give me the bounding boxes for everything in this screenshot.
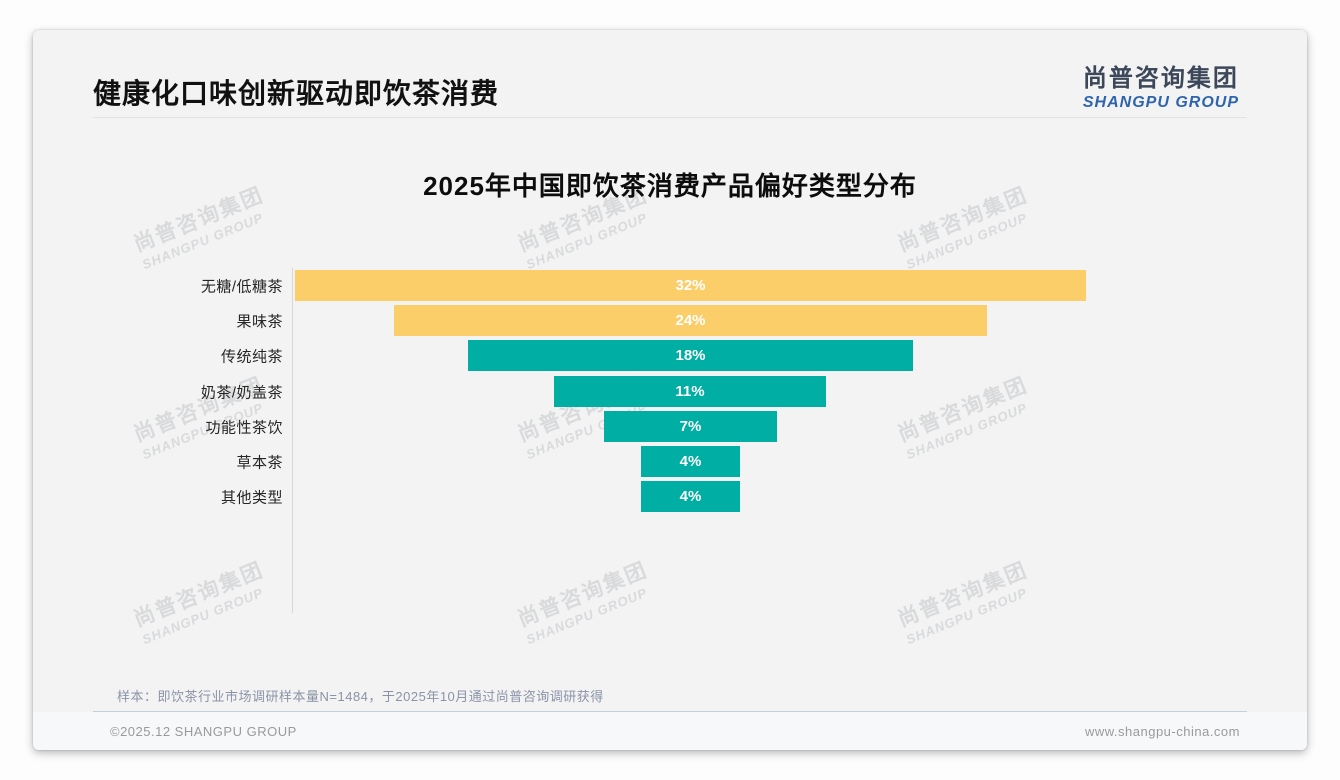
funnel-chart: 无糖/低糖茶 32% 果味茶 24% 传统纯茶 18% 奶茶/奶盖茶 11% 功能性茶饮 7% 草本…: [33, 30, 1307, 750]
funnel-bar[interactable]: 7%: [604, 411, 777, 442]
category-label: 无糖/低糖茶: [200, 278, 283, 295]
funnel-bar[interactable]: 32%: [295, 270, 1086, 301]
funnel-bar[interactable]: 4%: [641, 446, 740, 477]
slide-card: 尚普咨询集团 SHANGPU GROUP 尚普咨询集团 SHANGPU GROUP 尚普…: [33, 30, 1307, 750]
footer-strip: [33, 712, 1307, 750]
footer-divider: [93, 711, 1247, 712]
funnel-row: 无糖/低糖茶 32%: [33, 270, 1307, 301]
funnel-bar[interactable]: 11%: [554, 376, 826, 407]
y-axis-line: [292, 268, 293, 613]
brand-logo-en: SHANGPU GROUP: [1082, 94, 1239, 111]
funnel-row: 草本茶 4%: [33, 446, 1307, 477]
bar-value-label: 24%: [675, 312, 706, 329]
bar-value-label: 4%: [679, 488, 702, 505]
page-title: 健康化口味创新驱动即饮茶消费: [93, 78, 500, 109]
category-label: 功能性茶饮: [205, 419, 283, 436]
funnel-row: 奶茶/奶盖茶 11%: [33, 376, 1307, 407]
bar-value-label: 7%: [679, 418, 702, 435]
sample-note: 样本：即饮茶行业市场调研样本量N=1484，于2025年10月通过尚普咨询调研获…: [117, 689, 604, 704]
brand-logo: 尚普咨询集团 SHANGPU GROUP: [1083, 58, 1239, 112]
category-label: 奶茶/奶盖茶: [200, 384, 283, 401]
funnel-row: 功能性茶饮 7%: [33, 411, 1307, 442]
funnel-row: 传统纯茶 18%: [33, 340, 1307, 371]
bar-value-label: 11%: [675, 383, 705, 400]
chart-title: 2025年中国即饮茶消费产品偏好类型分布: [423, 171, 917, 201]
category-label: 果味茶: [236, 313, 283, 330]
category-label: 草本茶: [236, 454, 283, 471]
funnel-bar[interactable]: 4%: [641, 481, 740, 512]
bar-value-label: 32%: [675, 277, 706, 294]
funnel-bar[interactable]: 24%: [394, 305, 987, 336]
funnel-row: 其他类型 4%: [33, 481, 1307, 512]
category-label: 传统纯茶: [220, 348, 283, 365]
funnel-bar[interactable]: 18%: [468, 340, 913, 371]
funnel-row: 果味茶 24%: [33, 305, 1307, 336]
category-label: 其他类型: [220, 489, 283, 506]
bar-value-label: 18%: [675, 347, 706, 364]
website-url: www.shangpu-china.com: [1084, 724, 1240, 739]
copyright-text: ©2025.12 SHANGPU GROUP: [110, 724, 297, 739]
bar-value-label: 4%: [679, 453, 702, 470]
header-divider: [93, 117, 1247, 118]
brand-logo-cn: 尚普咨询集团: [1082, 65, 1239, 92]
